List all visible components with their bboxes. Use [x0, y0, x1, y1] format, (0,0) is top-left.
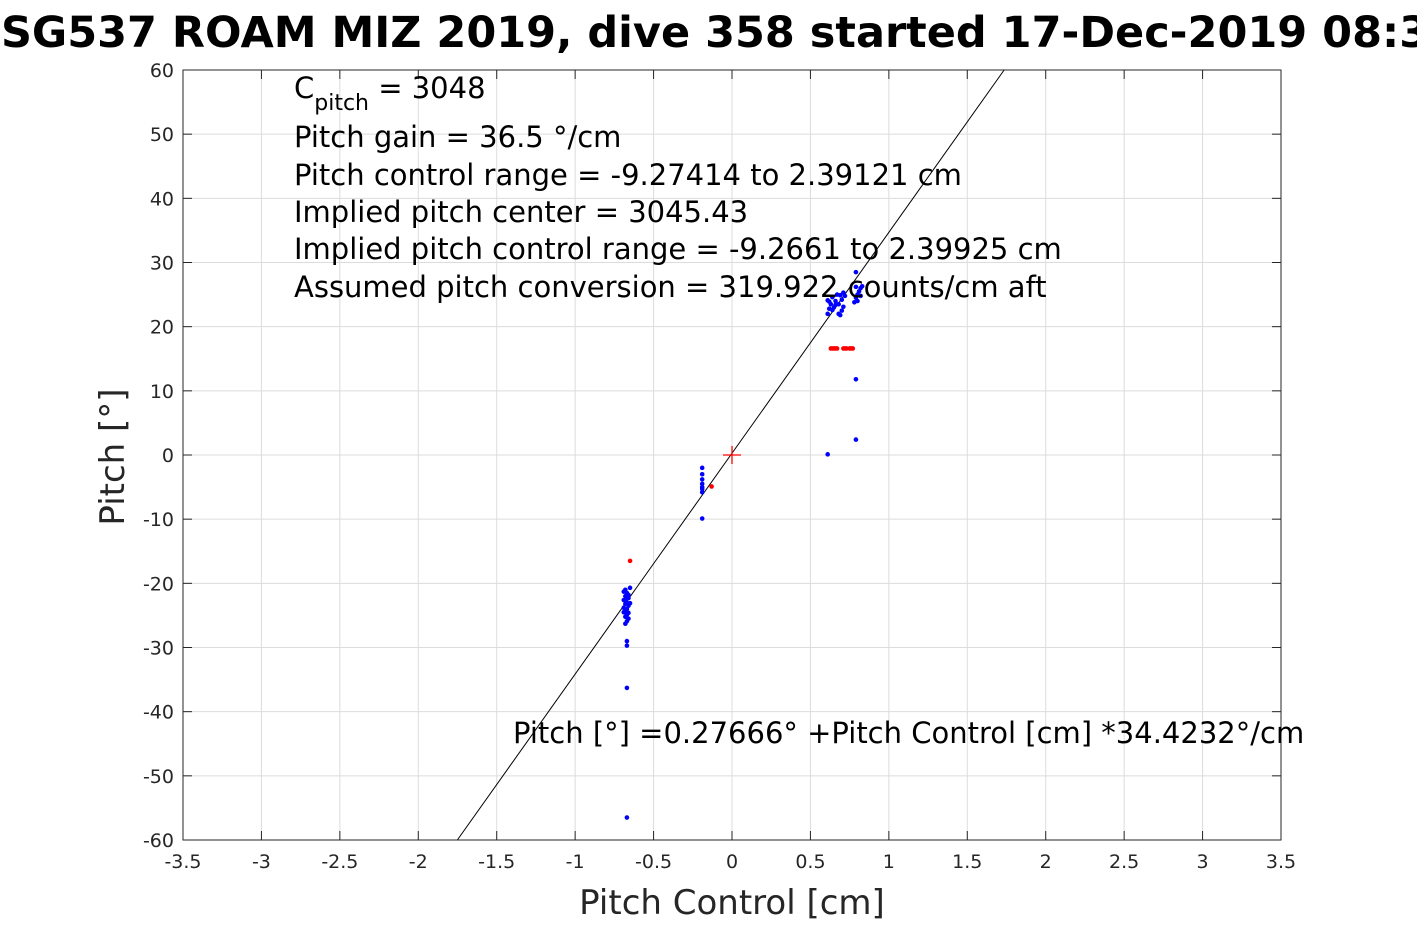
blue-data-point [624, 815, 630, 820]
blue-data-point [699, 465, 705, 471]
y-tick-label: 20 [150, 317, 174, 339]
blue-data-point [837, 312, 843, 318]
x-tick-label: -0.5 [635, 851, 672, 873]
blue-data-point [839, 297, 845, 303]
annotation-implied-center: Implied pitch center = 3045.43 [294, 195, 748, 229]
annotation-implied-range: Implied pitch control range = -9.2661 to… [294, 232, 1062, 266]
x-tick-label: 3.5 [1266, 851, 1296, 873]
y-tick-label: -20 [143, 573, 174, 595]
blue-data-point [841, 304, 846, 310]
x-tick-label: -3 [252, 851, 271, 873]
y-tick-label: -40 [143, 702, 174, 724]
y-tick-label: 60 [150, 60, 174, 82]
blue-data-point [837, 292, 843, 298]
blue-data-point [624, 685, 630, 691]
blue-data-point [839, 308, 845, 313]
blue-data-point [859, 283, 865, 289]
axis-ticks [182, 69, 1282, 841]
y-axis-label: Pitch [°] [93, 388, 133, 525]
red-data-point [627, 558, 633, 564]
y-tick-label: -10 [143, 509, 174, 531]
x-tick-label: -2 [409, 851, 428, 873]
x-tick-label: 0.5 [795, 851, 825, 873]
blue-data-point [699, 471, 705, 477]
red-data-point [834, 346, 840, 351]
blue-data-point [826, 299, 832, 304]
y-tick-label: 50 [150, 124, 174, 146]
x-tick-label: -1 [566, 851, 585, 873]
y-tick-label: -50 [143, 766, 174, 788]
blue-data-point [626, 592, 631, 598]
blue-data-point [830, 294, 835, 300]
blue-data-point [842, 293, 848, 299]
blue-data-point [853, 269, 859, 275]
blue-data-point [825, 452, 830, 457]
blue-data-point [624, 596, 630, 602]
annotation-cpitch: Cpitch = 3048 [294, 71, 486, 116]
x-tick-label: -1.5 [478, 851, 515, 873]
x-tick-label: -3.5 [164, 851, 201, 873]
data-points [621, 269, 865, 820]
blue-data-point [699, 516, 705, 521]
plot-frame [182, 69, 1282, 841]
blue-data-point [699, 489, 705, 495]
x-tick-label: -2.5 [321, 851, 358, 873]
blue-data-point [621, 609, 627, 615]
blue-data-point [853, 437, 859, 442]
cpitch-subscript: pitch [314, 91, 369, 116]
annotation-control-range: Pitch control range = -9.27414 to 2.3912… [294, 158, 962, 192]
blue-data-point [853, 376, 859, 382]
blue-data-point [624, 638, 630, 644]
blue-data-point [624, 643, 630, 648]
y-tick-labels: 60 50 40 30 20 10 0 -10 -20 -30 -40 -50 -60 [143, 60, 174, 852]
blue-data-point [621, 589, 627, 594]
x-tick-label: 2.5 [1109, 851, 1139, 873]
x-tick-label: 3 [1197, 851, 1209, 873]
blue-data-point [627, 600, 633, 606]
cpitch-value: = 3048 [369, 71, 486, 105]
blue-data-point [623, 621, 628, 627]
blue-data-point [858, 293, 863, 299]
blue-data-point [833, 302, 838, 308]
fit-equation-label: Pitch [°] =0.27666° +Pitch Control [cm] … [513, 716, 1304, 750]
center-marker-group [723, 446, 741, 464]
annotation-pitch-gain: Pitch gain = 36.5 °/cm [294, 120, 621, 154]
blue-data-point [627, 585, 633, 591]
blue-data-point [699, 481, 705, 487]
y-tick-label: 40 [150, 188, 174, 210]
y-tick-label: 30 [150, 253, 174, 275]
x-tick-labels: -3.5 -3 -2.5 -2 -1.5 -1 -0.5 0 0.5 1 1.5 2 2.5 3 3.5 [164, 851, 1296, 873]
x-tick-label: 0 [726, 851, 738, 873]
y-tick-label: -60 [143, 830, 174, 852]
cpitch-base: C [294, 71, 314, 105]
x-tick-label: 1.5 [952, 851, 982, 873]
y-tick-label: 10 [150, 381, 174, 403]
figure-title: SG537 ROAM MIZ 2019, dive 358 started 17… [1, 8, 1417, 58]
blue-data-point [833, 298, 838, 304]
blue-data-point [853, 284, 859, 290]
x-tick-label: 2 [1040, 851, 1052, 873]
annotation-block: Cpitch = 3048 Pitch gain = 36.5 °/cm Pit… [294, 71, 1304, 750]
annotation-conversion: Assumed pitch conversion = 319.922 count… [294, 270, 1047, 304]
y-tick-label: 0 [162, 445, 174, 467]
x-axis-label: Pitch Control [cm] [579, 883, 885, 923]
blue-data-point [855, 298, 860, 304]
red-data-point [709, 484, 714, 489]
blue-data-point [699, 477, 705, 482]
red-data-point [850, 346, 856, 351]
blue-data-point [699, 486, 705, 492]
y-tick-label: -30 [143, 638, 174, 660]
x-tick-label: 1 [883, 851, 895, 873]
blue-data-point [830, 307, 835, 313]
blue-data-point [825, 311, 830, 317]
